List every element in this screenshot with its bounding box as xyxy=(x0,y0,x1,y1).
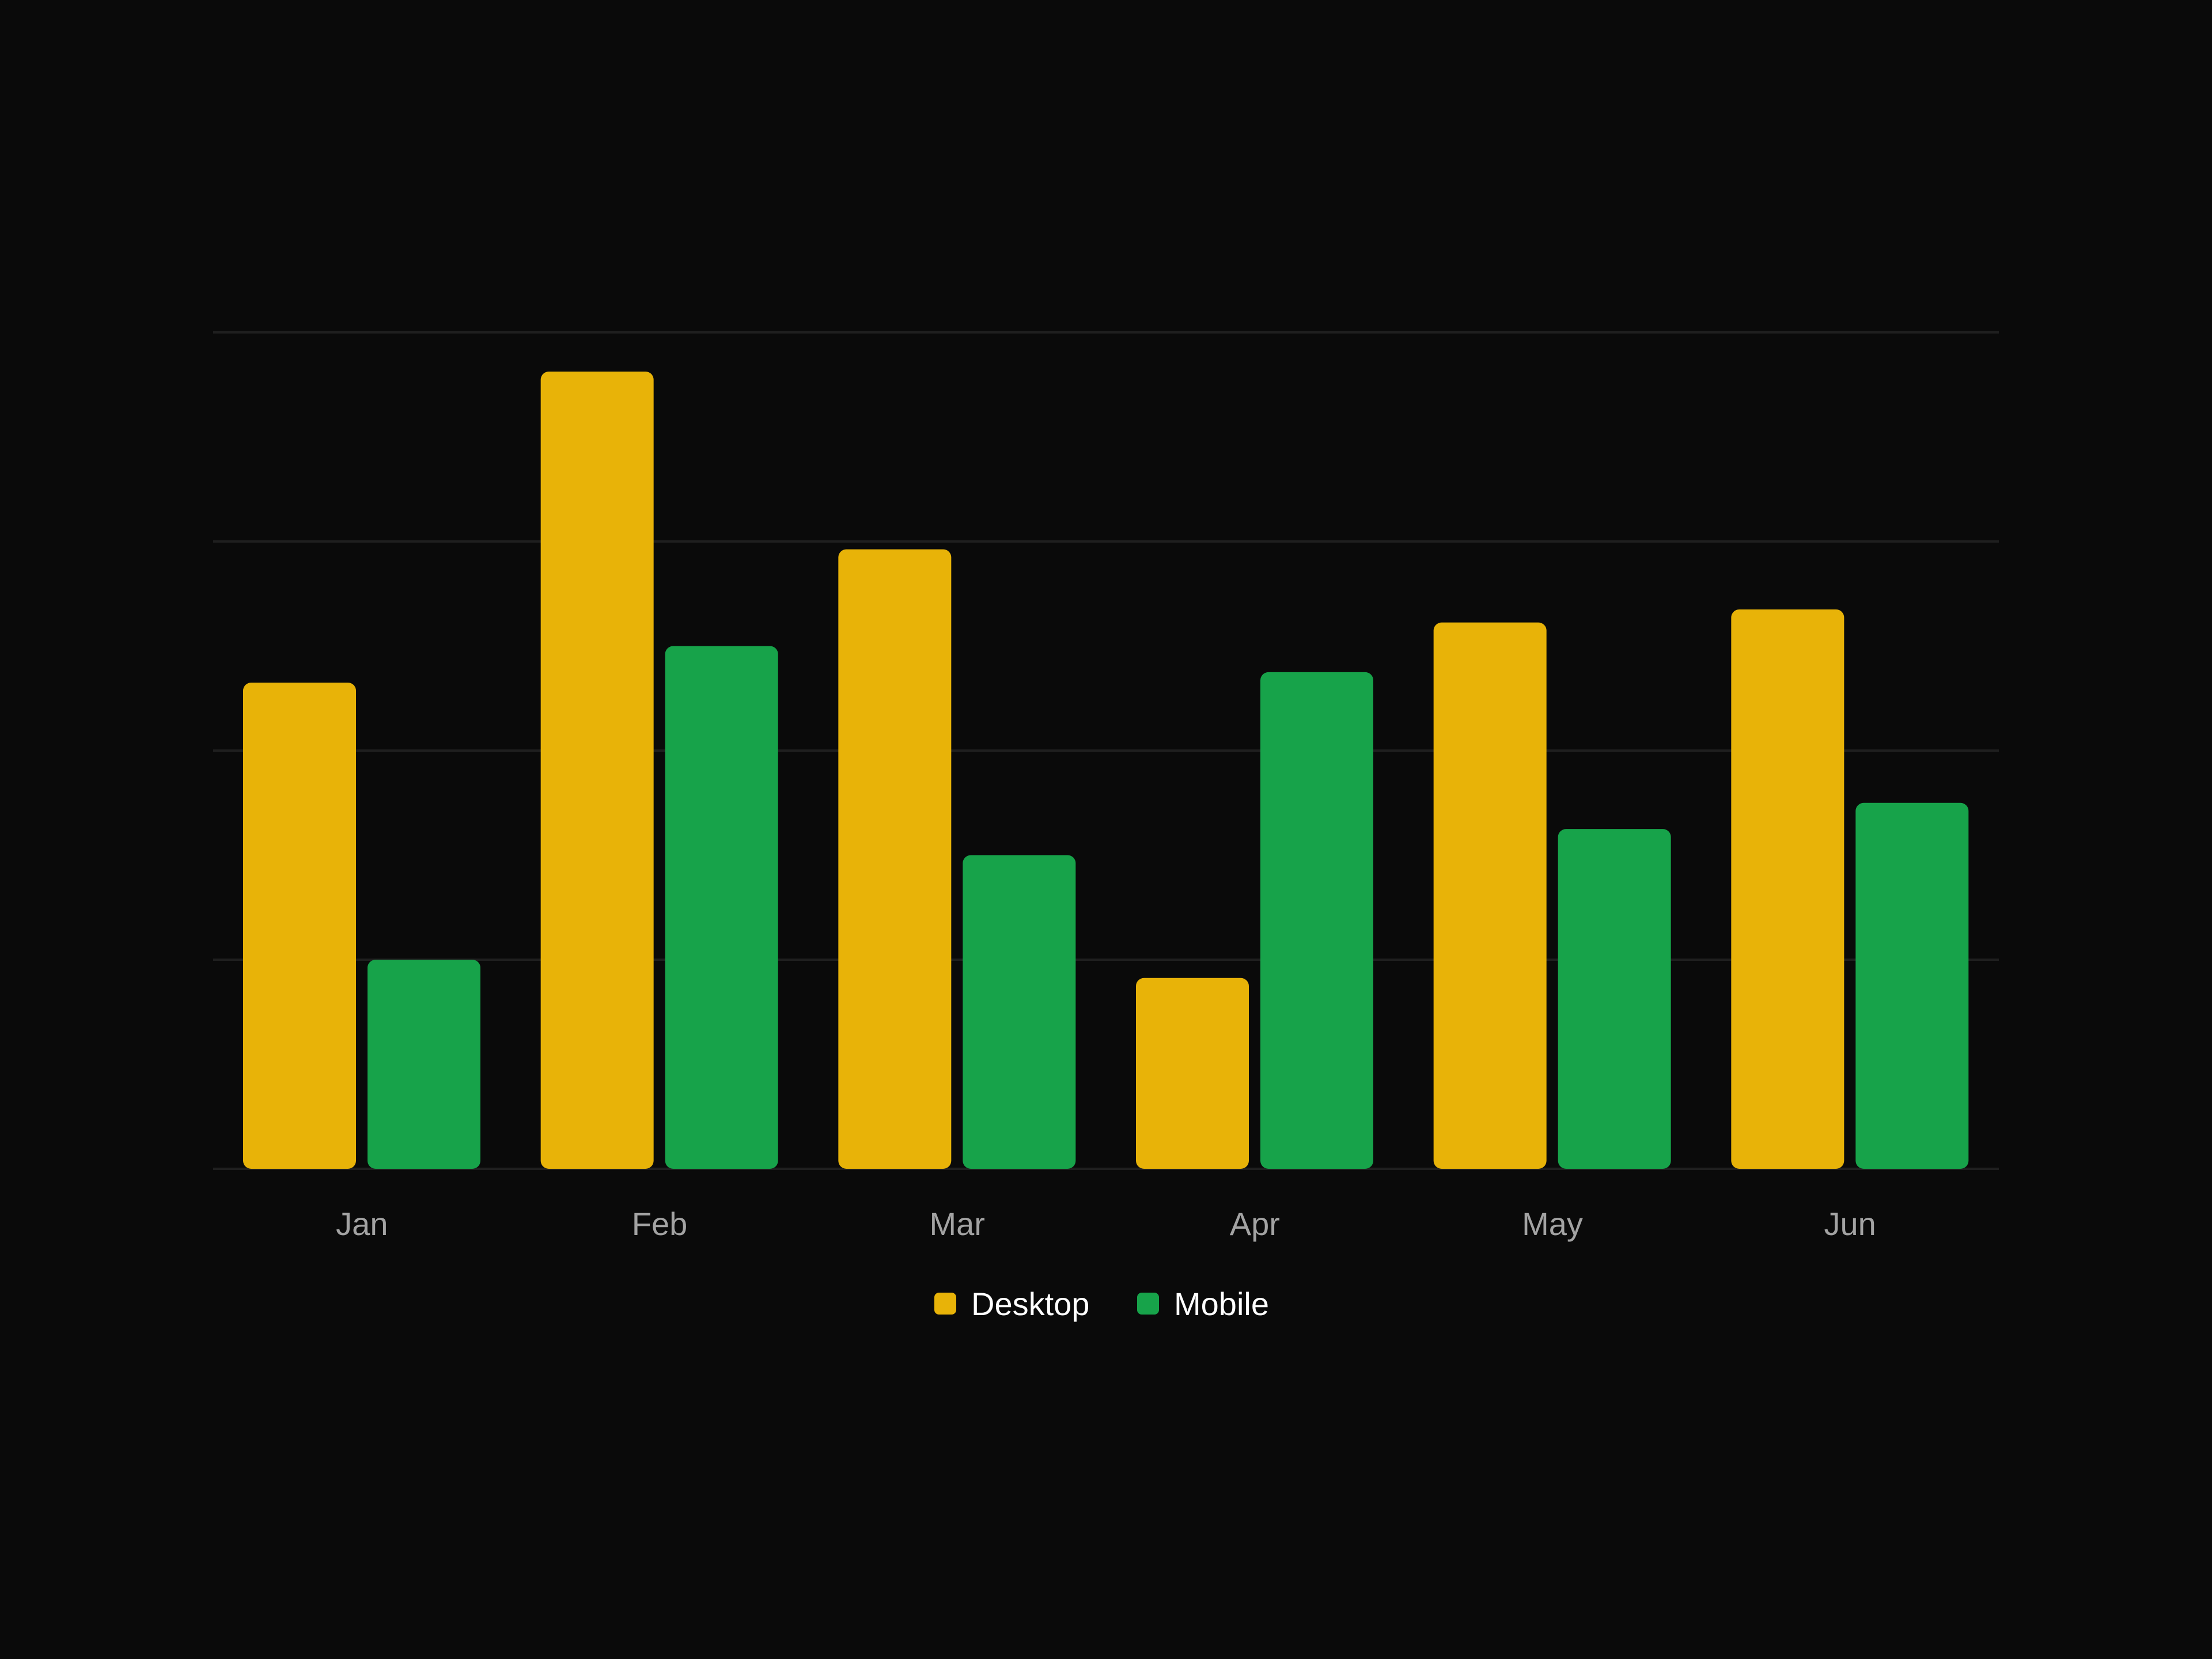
bars xyxy=(243,372,1969,1169)
legend-swatch-desktop xyxy=(934,1293,956,1315)
bar-desktop-apr xyxy=(1136,978,1249,1169)
legend-item-desktop: Desktop xyxy=(934,1286,1089,1322)
bar-desktop-mar xyxy=(838,549,952,1169)
bar-desktop-may xyxy=(1433,622,1547,1169)
bar-mobile-feb xyxy=(665,646,778,1169)
grid-lines xyxy=(213,331,1999,1170)
x-tick-label-may: May xyxy=(1522,1206,1583,1242)
bar-desktop-feb xyxy=(540,372,654,1169)
x-axis-labels: Jan Feb Mar Apr May Jun xyxy=(336,1206,1876,1242)
bar-desktop-jan xyxy=(243,683,356,1169)
legend-label-desktop: Desktop xyxy=(971,1286,1089,1322)
x-tick-label-jun: Jun xyxy=(1824,1206,1876,1242)
bar-mobile-mar xyxy=(963,855,1076,1169)
legend-item-mobile: Mobile xyxy=(1137,1286,1269,1322)
legend-label-mobile: Mobile xyxy=(1174,1286,1269,1322)
x-tick-label-apr: Apr xyxy=(1230,1206,1280,1242)
bar-mobile-apr xyxy=(1260,672,1373,1169)
x-tick-label-mar: Mar xyxy=(929,1206,984,1242)
legend-swatch-mobile xyxy=(1137,1293,1159,1315)
bar-desktop-jun xyxy=(1731,609,1844,1169)
x-tick-label-jan: Jan xyxy=(336,1206,388,1242)
x-tick-label-feb: Feb xyxy=(632,1206,688,1242)
bar-mobile-jan xyxy=(368,960,480,1169)
bar-mobile-may xyxy=(1558,829,1671,1169)
legend: Desktop Mobile xyxy=(934,1286,1269,1322)
bar-mobile-jun xyxy=(1855,802,1969,1169)
